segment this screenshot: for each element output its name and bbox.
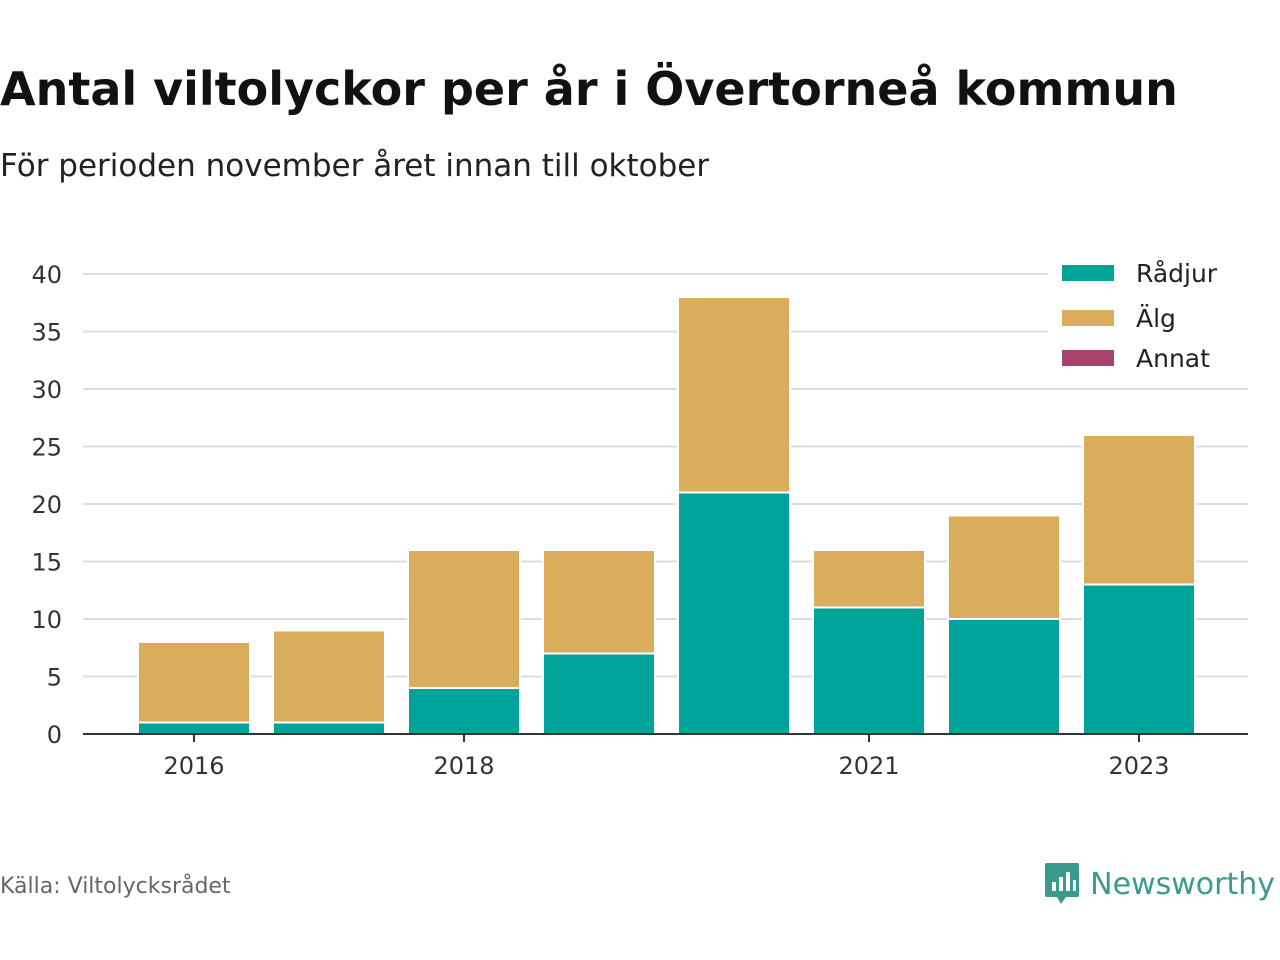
y-tick-label: 35 (31, 319, 62, 347)
bar-segment (407, 549, 521, 689)
bar-segment (947, 618, 1061, 735)
newsworthy-logo-icon (1045, 863, 1080, 904)
chart-title: Antal viltolyckor per år i Övertorneå ko… (0, 62, 1178, 116)
bar-segment (542, 549, 656, 655)
x-tick-label: 2023 (1108, 752, 1169, 780)
bar-segment (272, 629, 386, 724)
legend: Rådjur Älg Annat (1048, 252, 1248, 378)
bar-segment (1082, 583, 1196, 735)
y-tick-label: 15 (31, 549, 62, 577)
bar-segment (1082, 434, 1196, 586)
y-tick-label: 5 (47, 664, 62, 692)
legend-label: Älg (1136, 304, 1176, 333)
legend-label: Annat (1136, 344, 1210, 373)
y-tick-label: 25 (31, 434, 62, 462)
brand-name: Newsworthy (1090, 866, 1275, 902)
bar-segment (677, 296, 791, 494)
legend-swatch (1062, 310, 1114, 326)
bar-segment (542, 652, 656, 735)
chart-subtitle: För perioden november året innan till ok… (0, 148, 710, 184)
y-tick-label: 10 (31, 606, 62, 634)
y-tick-label: 20 (31, 491, 62, 519)
bar-segment (407, 687, 521, 735)
stacked-bar-chart: 0 5 10 15 20 25 30 35 40 2016 2018 2021 2023 Rådjur… (31, 252, 1248, 780)
bars (83, 296, 1248, 735)
bar-segment (272, 721, 386, 735)
y-tick-label: 0 (47, 721, 62, 749)
legend-swatch (1062, 350, 1114, 366)
x-tick-label: 2021 (838, 752, 899, 780)
y-axis-ticks: 0 5 10 15 20 25 30 35 40 (31, 261, 62, 749)
x-tick-label: 2016 (163, 752, 224, 780)
y-tick-label: 30 (31, 376, 62, 404)
bar-segment (812, 549, 926, 609)
x-axis-ticks: 2016 2018 2021 2023 (163, 734, 1170, 780)
bar-segment (677, 491, 791, 735)
source-note: Källa: Viltolycksrådet (0, 874, 231, 899)
legend-label: Rådjur (1136, 259, 1218, 288)
brand-logo: Newsworthy (1044, 862, 1275, 906)
x-tick-label: 2018 (433, 752, 494, 780)
bar-segment (137, 721, 251, 735)
y-tick-label: 40 (31, 261, 62, 289)
legend-swatch (1062, 265, 1114, 281)
bar-segment (947, 514, 1061, 620)
bar-segment (137, 641, 251, 724)
bar-segment (812, 606, 926, 735)
